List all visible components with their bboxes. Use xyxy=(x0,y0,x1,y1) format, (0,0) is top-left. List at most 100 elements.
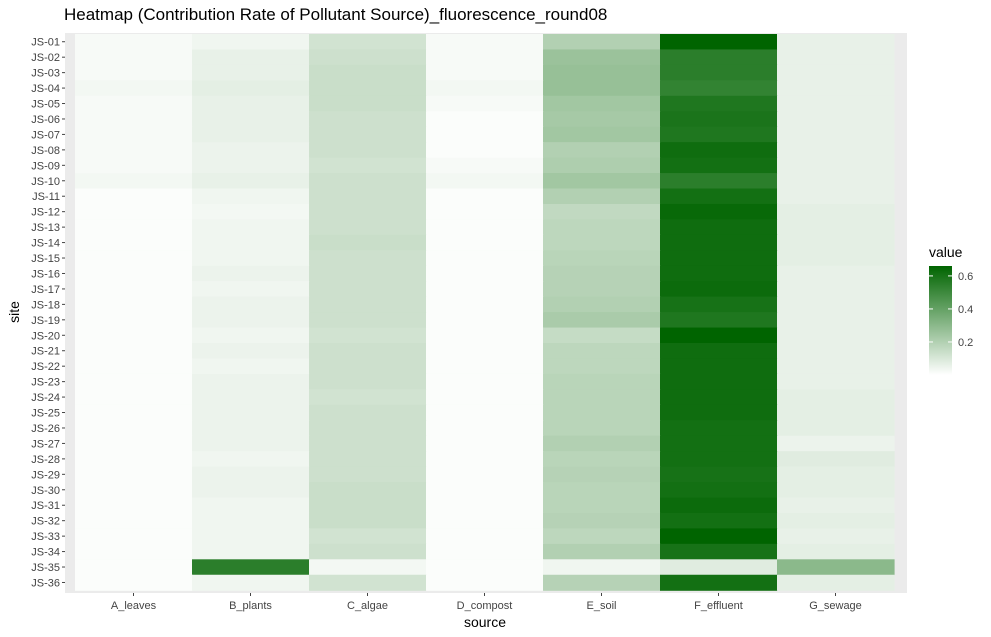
heatmap-cell xyxy=(543,64,661,81)
y-tick-label: JS-22 xyxy=(31,361,60,373)
y-tick-label: JS-16 xyxy=(31,268,60,280)
heatmap-cell xyxy=(192,358,310,375)
heatmap-cell xyxy=(75,512,193,529)
heatmap-cell xyxy=(660,327,778,344)
heatmap-cell xyxy=(777,173,895,190)
heatmap-cell xyxy=(543,234,661,251)
heatmap-cell xyxy=(309,435,427,452)
heatmap-cell xyxy=(75,34,193,51)
heatmap-cell xyxy=(777,574,895,591)
heatmap-cell xyxy=(309,95,427,112)
heatmap-cell xyxy=(543,111,661,128)
heatmap-cell xyxy=(309,111,427,128)
heatmap-cell xyxy=(309,574,427,591)
heatmap-cell xyxy=(309,126,427,143)
heatmap-cell xyxy=(543,543,661,560)
heatmap-cell xyxy=(192,543,310,560)
y-tick-label: JS-11 xyxy=(32,191,60,203)
heatmap-cell xyxy=(426,80,544,97)
heatmap-cell xyxy=(426,543,544,560)
heatmap-cell xyxy=(660,173,778,190)
heatmap-cell xyxy=(309,559,427,576)
heatmap-cell xyxy=(660,466,778,483)
y-tick-label: JS-06 xyxy=(31,114,60,126)
y-tick-label: JS-03 xyxy=(31,68,60,80)
heatmap-cell xyxy=(75,111,193,128)
heatmap-cell xyxy=(426,466,544,483)
heatmap-cell xyxy=(777,188,895,205)
heatmap-cell xyxy=(777,203,895,220)
heatmap-cell xyxy=(192,373,310,390)
heatmap-cell xyxy=(543,482,661,499)
heatmap-cell xyxy=(192,126,310,143)
heatmap-cell xyxy=(192,404,310,421)
heatmap-cells xyxy=(75,34,895,591)
heatmap-cell xyxy=(660,574,778,591)
x-tick-label: G_sewage xyxy=(809,600,862,612)
heatmap-cell xyxy=(426,296,544,313)
heatmap-cell xyxy=(777,543,895,560)
heatmap-cell xyxy=(543,466,661,483)
heatmap-cell xyxy=(192,49,310,66)
heatmap-cell xyxy=(309,173,427,190)
heatmap-cell xyxy=(309,528,427,545)
y-tick-label: JS-25 xyxy=(31,408,60,420)
heatmap-cell xyxy=(777,482,895,499)
y-tick-label: JS-33 xyxy=(31,531,60,543)
heatmap-cell xyxy=(777,281,895,298)
heatmap-cell xyxy=(426,512,544,529)
heatmap-cell xyxy=(192,95,310,112)
heatmap-cell xyxy=(543,203,661,220)
heatmap-cell xyxy=(192,574,310,591)
heatmap-cell xyxy=(426,95,544,112)
legend-title: value xyxy=(929,244,963,260)
heatmap-cell xyxy=(426,389,544,406)
heatmap-cell xyxy=(426,142,544,159)
heatmap-cell xyxy=(660,296,778,313)
heatmap-cell xyxy=(777,250,895,267)
heatmap-cell xyxy=(75,451,193,468)
heatmap-cell xyxy=(777,157,895,174)
heatmap-cell xyxy=(309,466,427,483)
y-tick-label: JS-21 xyxy=(31,346,60,358)
heatmap-cell xyxy=(426,234,544,251)
heatmap-cell xyxy=(777,265,895,282)
heatmap-cell xyxy=(777,312,895,329)
heatmap-cell xyxy=(192,281,310,298)
x-tick-label: F_effluent xyxy=(694,600,743,612)
heatmap-cell xyxy=(543,95,661,112)
heatmap-cell xyxy=(309,157,427,174)
heatmap-cell xyxy=(777,559,895,576)
y-tick-label: JS-02 xyxy=(31,52,60,64)
heatmap-cell xyxy=(75,173,193,190)
heatmap-cell xyxy=(426,49,544,66)
heatmap-cell xyxy=(543,312,661,329)
y-tick-label: JS-36 xyxy=(31,577,60,589)
y-tick-label: JS-34 xyxy=(31,547,60,559)
heatmap-cell xyxy=(543,80,661,97)
heatmap-cell xyxy=(660,373,778,390)
heatmap-cell xyxy=(777,343,895,360)
heatmap-cell xyxy=(660,528,778,545)
heatmap-cell xyxy=(75,250,193,267)
heatmap-cell xyxy=(309,250,427,267)
x-tick-label: D_compost xyxy=(457,600,513,612)
heatmap-cell xyxy=(192,157,310,174)
heatmap-cell xyxy=(309,389,427,406)
heatmap-cell xyxy=(543,281,661,298)
heatmap-cell xyxy=(660,111,778,128)
heatmap-cell xyxy=(75,142,193,159)
heatmap-cell xyxy=(777,234,895,251)
heatmap-cell xyxy=(543,420,661,437)
heatmap-cell xyxy=(192,466,310,483)
heatmap-cell xyxy=(192,512,310,529)
heatmap-cell xyxy=(426,157,544,174)
heatmap-cell xyxy=(543,49,661,66)
heatmap-cell xyxy=(426,451,544,468)
heatmap-cell xyxy=(426,497,544,514)
heatmap-cell xyxy=(309,34,427,51)
legend-tick-label: 0.4 xyxy=(958,304,973,316)
heatmap-cell xyxy=(309,296,427,313)
heatmap-cell xyxy=(75,404,193,421)
